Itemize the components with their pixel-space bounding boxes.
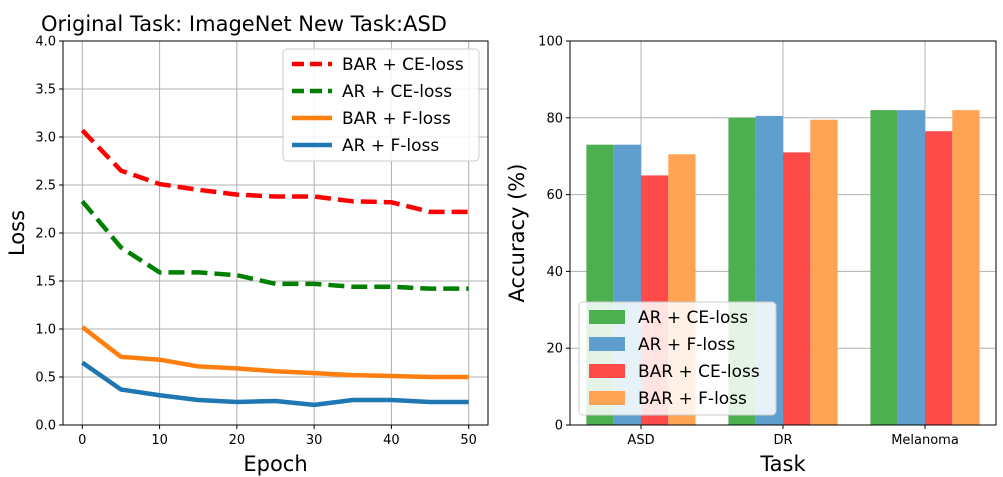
legend-label: BAR + CE-loss [342, 55, 464, 75]
y-axis-label: Loss [5, 210, 29, 256]
plot-frame [569, 40, 997, 426]
legend-label: AR + F-loss [638, 335, 735, 355]
legend-swatch [589, 391, 625, 405]
y-tick-label: 0.0 [35, 419, 56, 434]
x-tick-label: ASD [627, 433, 654, 448]
series-line [80, 128, 469, 215]
y-tick-label: 100 [538, 35, 563, 50]
bar [897, 110, 925, 426]
x-axis-label: Epoch [243, 452, 307, 476]
legend-swatch [589, 364, 625, 378]
series-line [80, 325, 469, 380]
y-tick-label: 1.5 [35, 275, 56, 290]
bar [870, 110, 898, 426]
series-line [81, 360, 469, 408]
series-line [80, 199, 469, 291]
y-tick-label: 0 [555, 419, 563, 434]
legend-label: AR + CE-loss [638, 308, 748, 328]
legend-label: BAR + CE-loss [638, 362, 760, 382]
legend-label: BAR + F-loss [638, 389, 747, 409]
y-tick-label: 3.5 [35, 83, 56, 98]
x-tick-label: Melanoma [891, 433, 959, 448]
legend-swatch [589, 310, 625, 324]
chart-title: Original Task: ImageNet New Task:ASD [41, 12, 447, 36]
x-tick-label: 0 [78, 433, 86, 448]
bar [925, 131, 953, 426]
bar [783, 152, 811, 426]
x-tick-label: 30 [306, 433, 323, 448]
bar [810, 119, 838, 425]
y-tick-label: 2.0 [35, 227, 56, 242]
bar [952, 110, 980, 426]
y-tick-label: 80 [546, 111, 563, 126]
plot-frame [62, 40, 489, 426]
legend-label: BAR + F-loss [342, 109, 451, 129]
legend-frame [578, 301, 777, 416]
y-tick-label: 40 [546, 265, 563, 280]
legend-frame [282, 48, 480, 162]
y-tick-label: 2.5 [35, 179, 56, 194]
y-tick-label: 20 [546, 342, 563, 357]
y-tick-label: 60 [546, 188, 563, 203]
x-axis-label: Task [759, 452, 806, 476]
loss-chart: 0 10 20 30 40 50 0.0 0.5 1.0 1.5 2.0 2.5 3.0 3.5 4.0 BA… [5, 12, 489, 476]
x-tick-label: DR [773, 433, 792, 448]
x-tick-label: 10 [151, 433, 168, 448]
y-tick-label: 0.5 [35, 371, 56, 386]
legend-label: AR + CE-loss [342, 82, 452, 102]
x-tick-label: 50 [460, 433, 477, 448]
y-axis-label: Accuracy (%) [505, 164, 529, 303]
legend-swatch [589, 337, 625, 351]
legend: AR + CE-loss AR + F-loss BAR + CE-loss BAR … [578, 301, 777, 416]
y-tick-label: 4.0 [35, 35, 56, 50]
legend-label: AR + F-loss [342, 136, 439, 156]
y-tick-label: 1.0 [35, 323, 56, 338]
y-tick-label: 3.0 [35, 131, 56, 146]
x-tick-label: 20 [229, 433, 246, 448]
legend: BAR + CE-loss AR + CE-loss BAR + F-loss AR … [282, 48, 480, 162]
x-tick-label: 40 [383, 433, 400, 448]
